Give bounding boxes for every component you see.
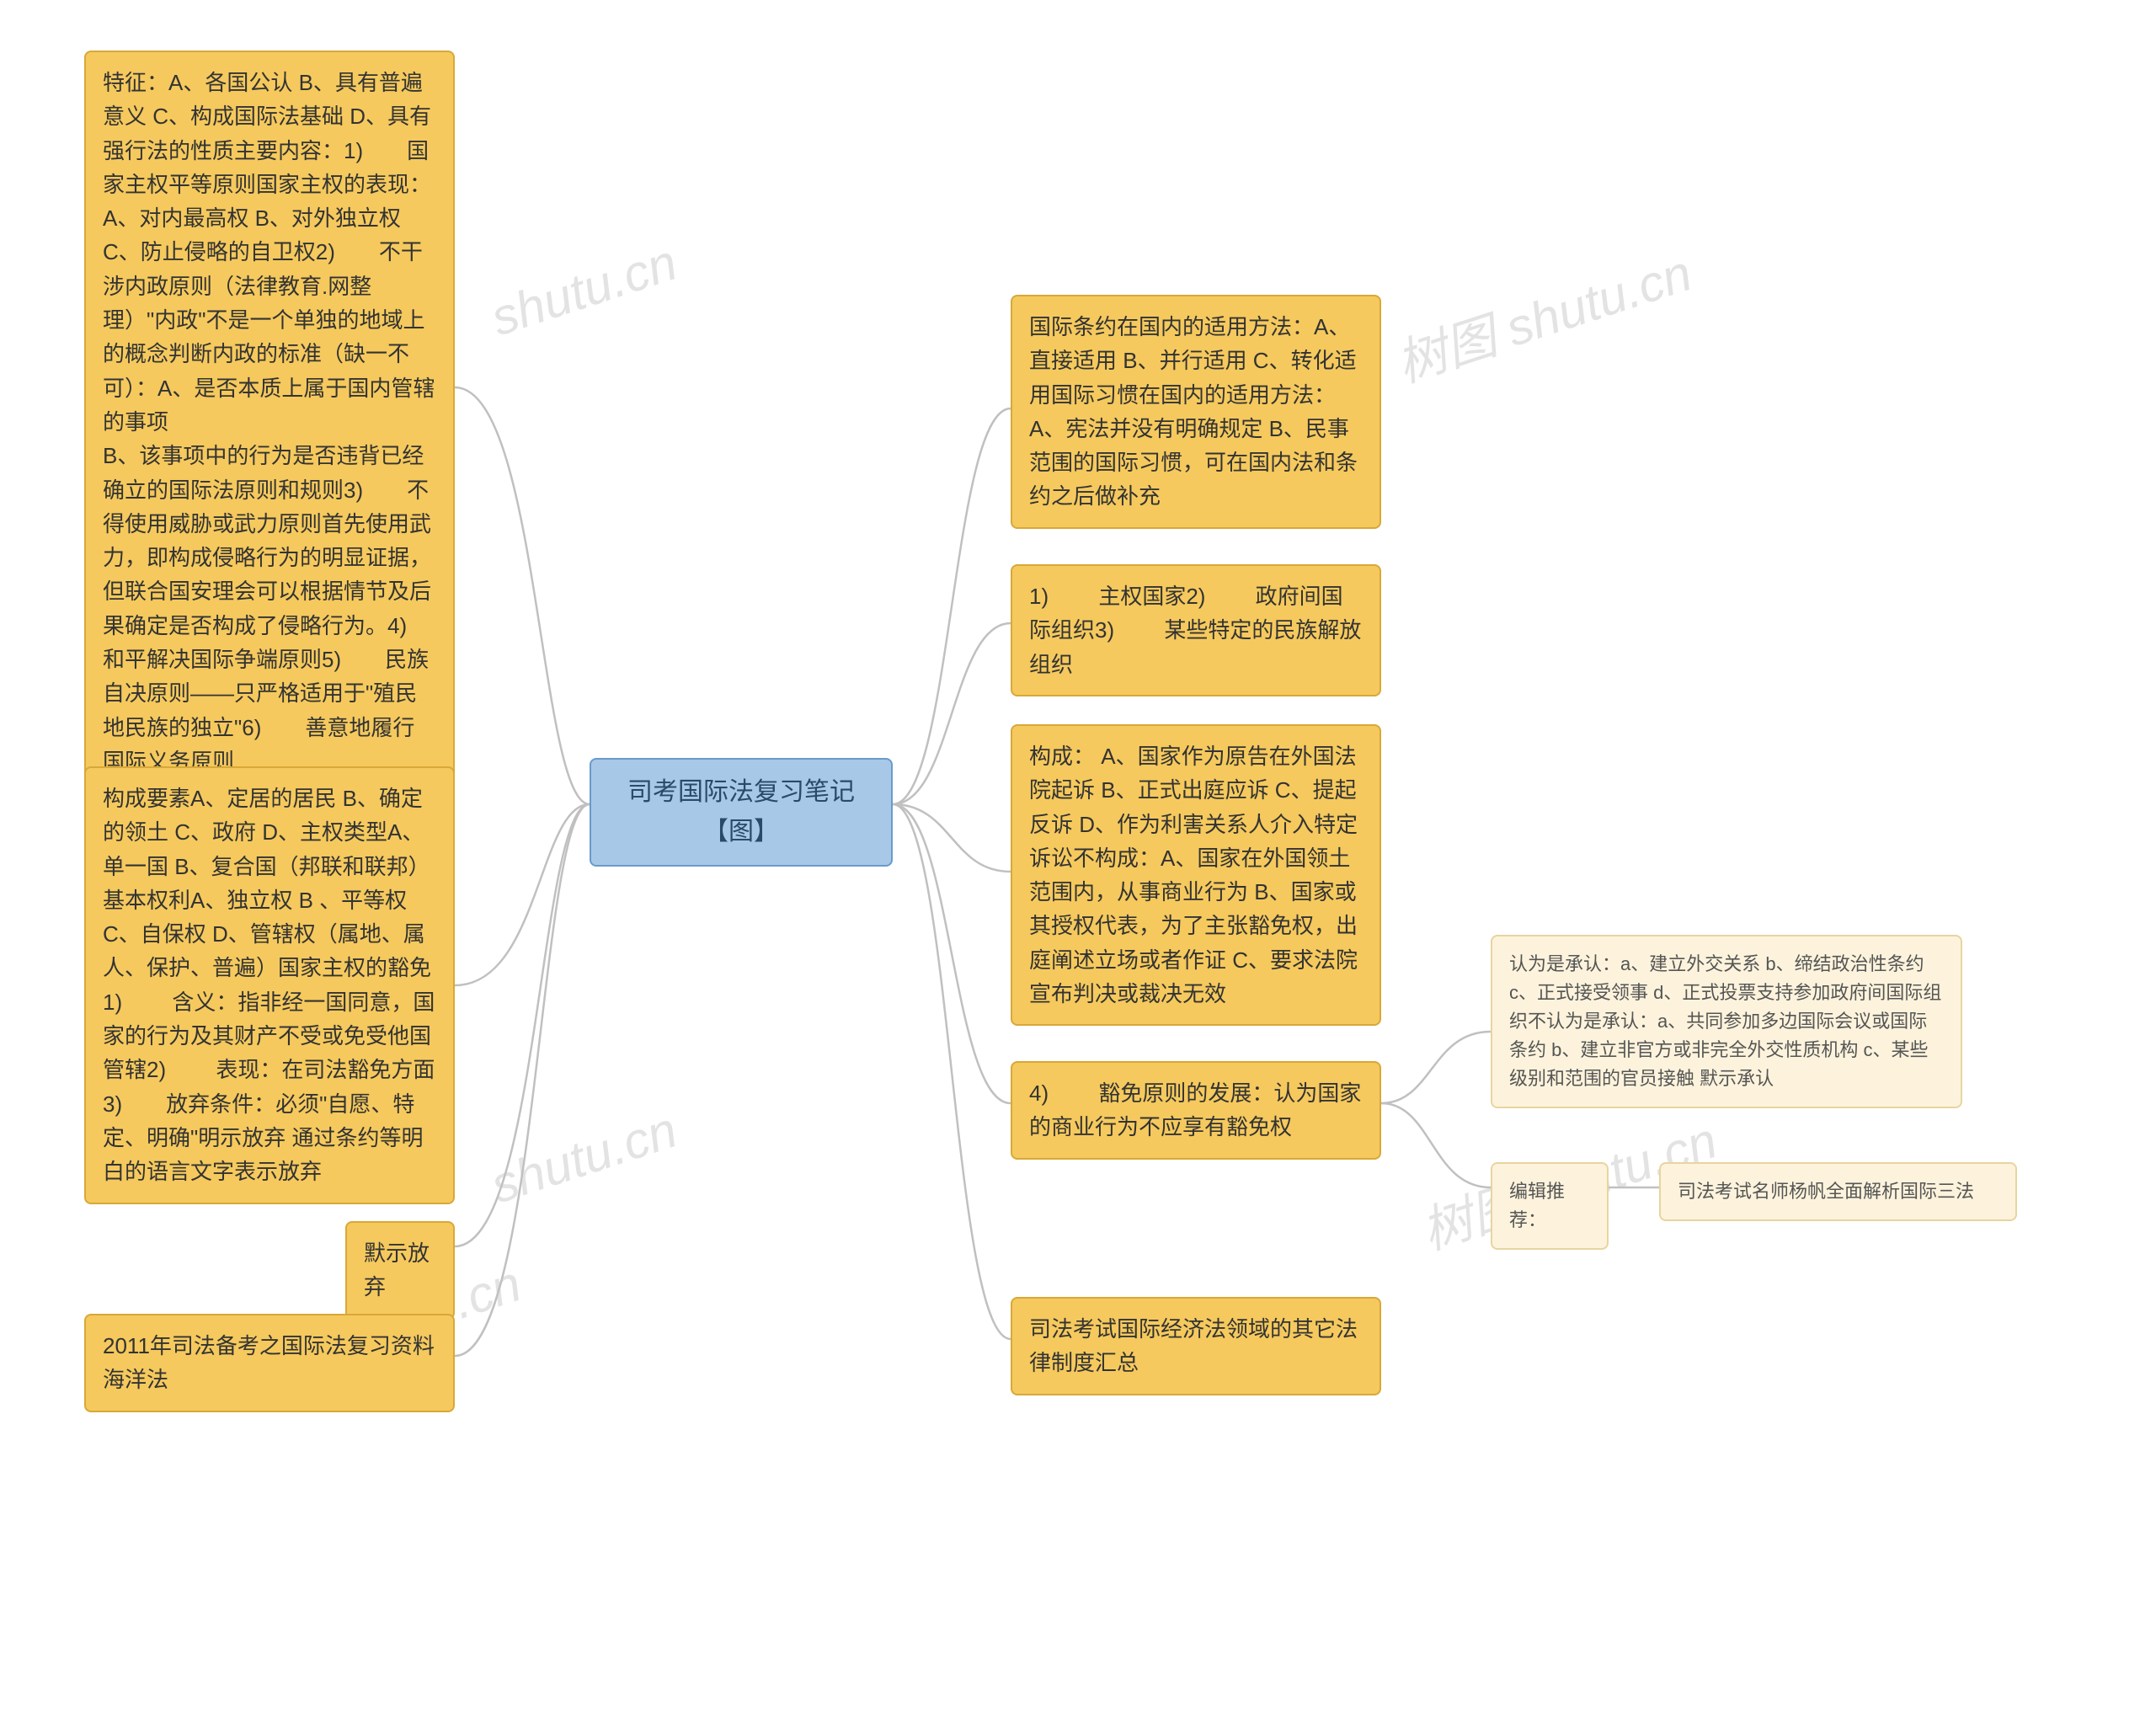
- center-title: 司考国际法复习笔记【图】: [627, 778, 855, 846]
- far-right-node-2a[interactable]: 编辑推荐：: [1491, 1162, 1609, 1250]
- node-text: 1) 主权国家2) 政府间国际组织3) 某些特定的民族解放组织: [1029, 584, 1361, 677]
- node-text: 4) 豁免原则的发展：认为国家的商业行为不应享有豁免权: [1029, 1080, 1361, 1139]
- left-node-2[interactable]: 构成要素A、定居的居民 B、确定的领土 C、政府 D、主权类型A、单一国 B、复…: [84, 766, 455, 1204]
- watermark: shutu.cn: [484, 1101, 684, 1215]
- node-text: 司法考试名师杨帆全面解析国际三法: [1678, 1181, 1974, 1202]
- mindmap-canvas: 树图 shutu.cn shutu.cn shutu.cn 树图 shutu.c…: [0, 0, 2156, 1734]
- center-node[interactable]: 司考国际法复习笔记【图】: [590, 758, 893, 867]
- right-node-3[interactable]: 构成： A、国家作为原告在外国法院起诉 B、正式出庭应诉 C、提起反诉 D、作为…: [1011, 724, 1381, 1026]
- left-node-4[interactable]: 2011年司法备考之国际法复习资料 海洋法: [84, 1314, 455, 1412]
- node-text: 构成要素A、定居的居民 B、确定的领土 C、政府 D、主权类型A、单一国 B、复…: [103, 786, 435, 1184]
- right-node-4[interactable]: 4) 豁免原则的发展：认为国家的商业行为不应享有豁免权: [1011, 1061, 1381, 1160]
- left-node-3[interactable]: 默示放弃: [345, 1221, 455, 1320]
- watermark: 树图 shutu.cn: [1385, 232, 1700, 397]
- right-node-1[interactable]: 国际条约在国内的适用方法：A、直接适用 B、并行适用 C、转化适用国际习惯在国内…: [1011, 295, 1381, 529]
- right-node-5[interactable]: 司法考试国际经济法领域的其它法律制度汇总: [1011, 1297, 1381, 1395]
- node-text: 国际条约在国内的适用方法：A、直接适用 B、并行适用 C、转化适用国际习惯在国内…: [1029, 314, 1358, 509]
- node-text: 编辑推荐：: [1509, 1181, 1565, 1230]
- far-right-node-2b[interactable]: 司法考试名师杨帆全面解析国际三法: [1659, 1162, 2017, 1221]
- far-right-node-1[interactable]: 认为是承认：a、建立外交关系 b、缔结政治性条约 c、正式接受领事 d、正式投票…: [1491, 935, 1962, 1108]
- node-text: 认为是承认：a、建立外交关系 b、缔结政治性条约 c、正式接受领事 d、正式投票…: [1509, 953, 1941, 1089]
- watermark: shutu.cn: [484, 233, 684, 348]
- node-text: 默示放弃: [364, 1240, 430, 1299]
- right-node-2[interactable]: 1) 主权国家2) 政府间国际组织3) 某些特定的民族解放组织: [1011, 564, 1381, 696]
- node-text: 2011年司法备考之国际法复习资料 海洋法: [103, 1333, 435, 1392]
- left-node-1[interactable]: 特征：A、各国公认 B、具有普遍意义 C、构成国际法基础 D、具有强行法的性质主…: [84, 51, 455, 793]
- node-text: 构成： A、国家作为原告在外国法院起诉 B、正式出庭应诉 C、提起反诉 D、作为…: [1029, 744, 1358, 1006]
- node-text: 特征：A、各国公认 B、具有普遍意义 C、构成国际法基础 D、具有强行法的性质主…: [103, 70, 475, 774]
- node-text: 司法考试国际经济法领域的其它法律制度汇总: [1029, 1316, 1358, 1375]
